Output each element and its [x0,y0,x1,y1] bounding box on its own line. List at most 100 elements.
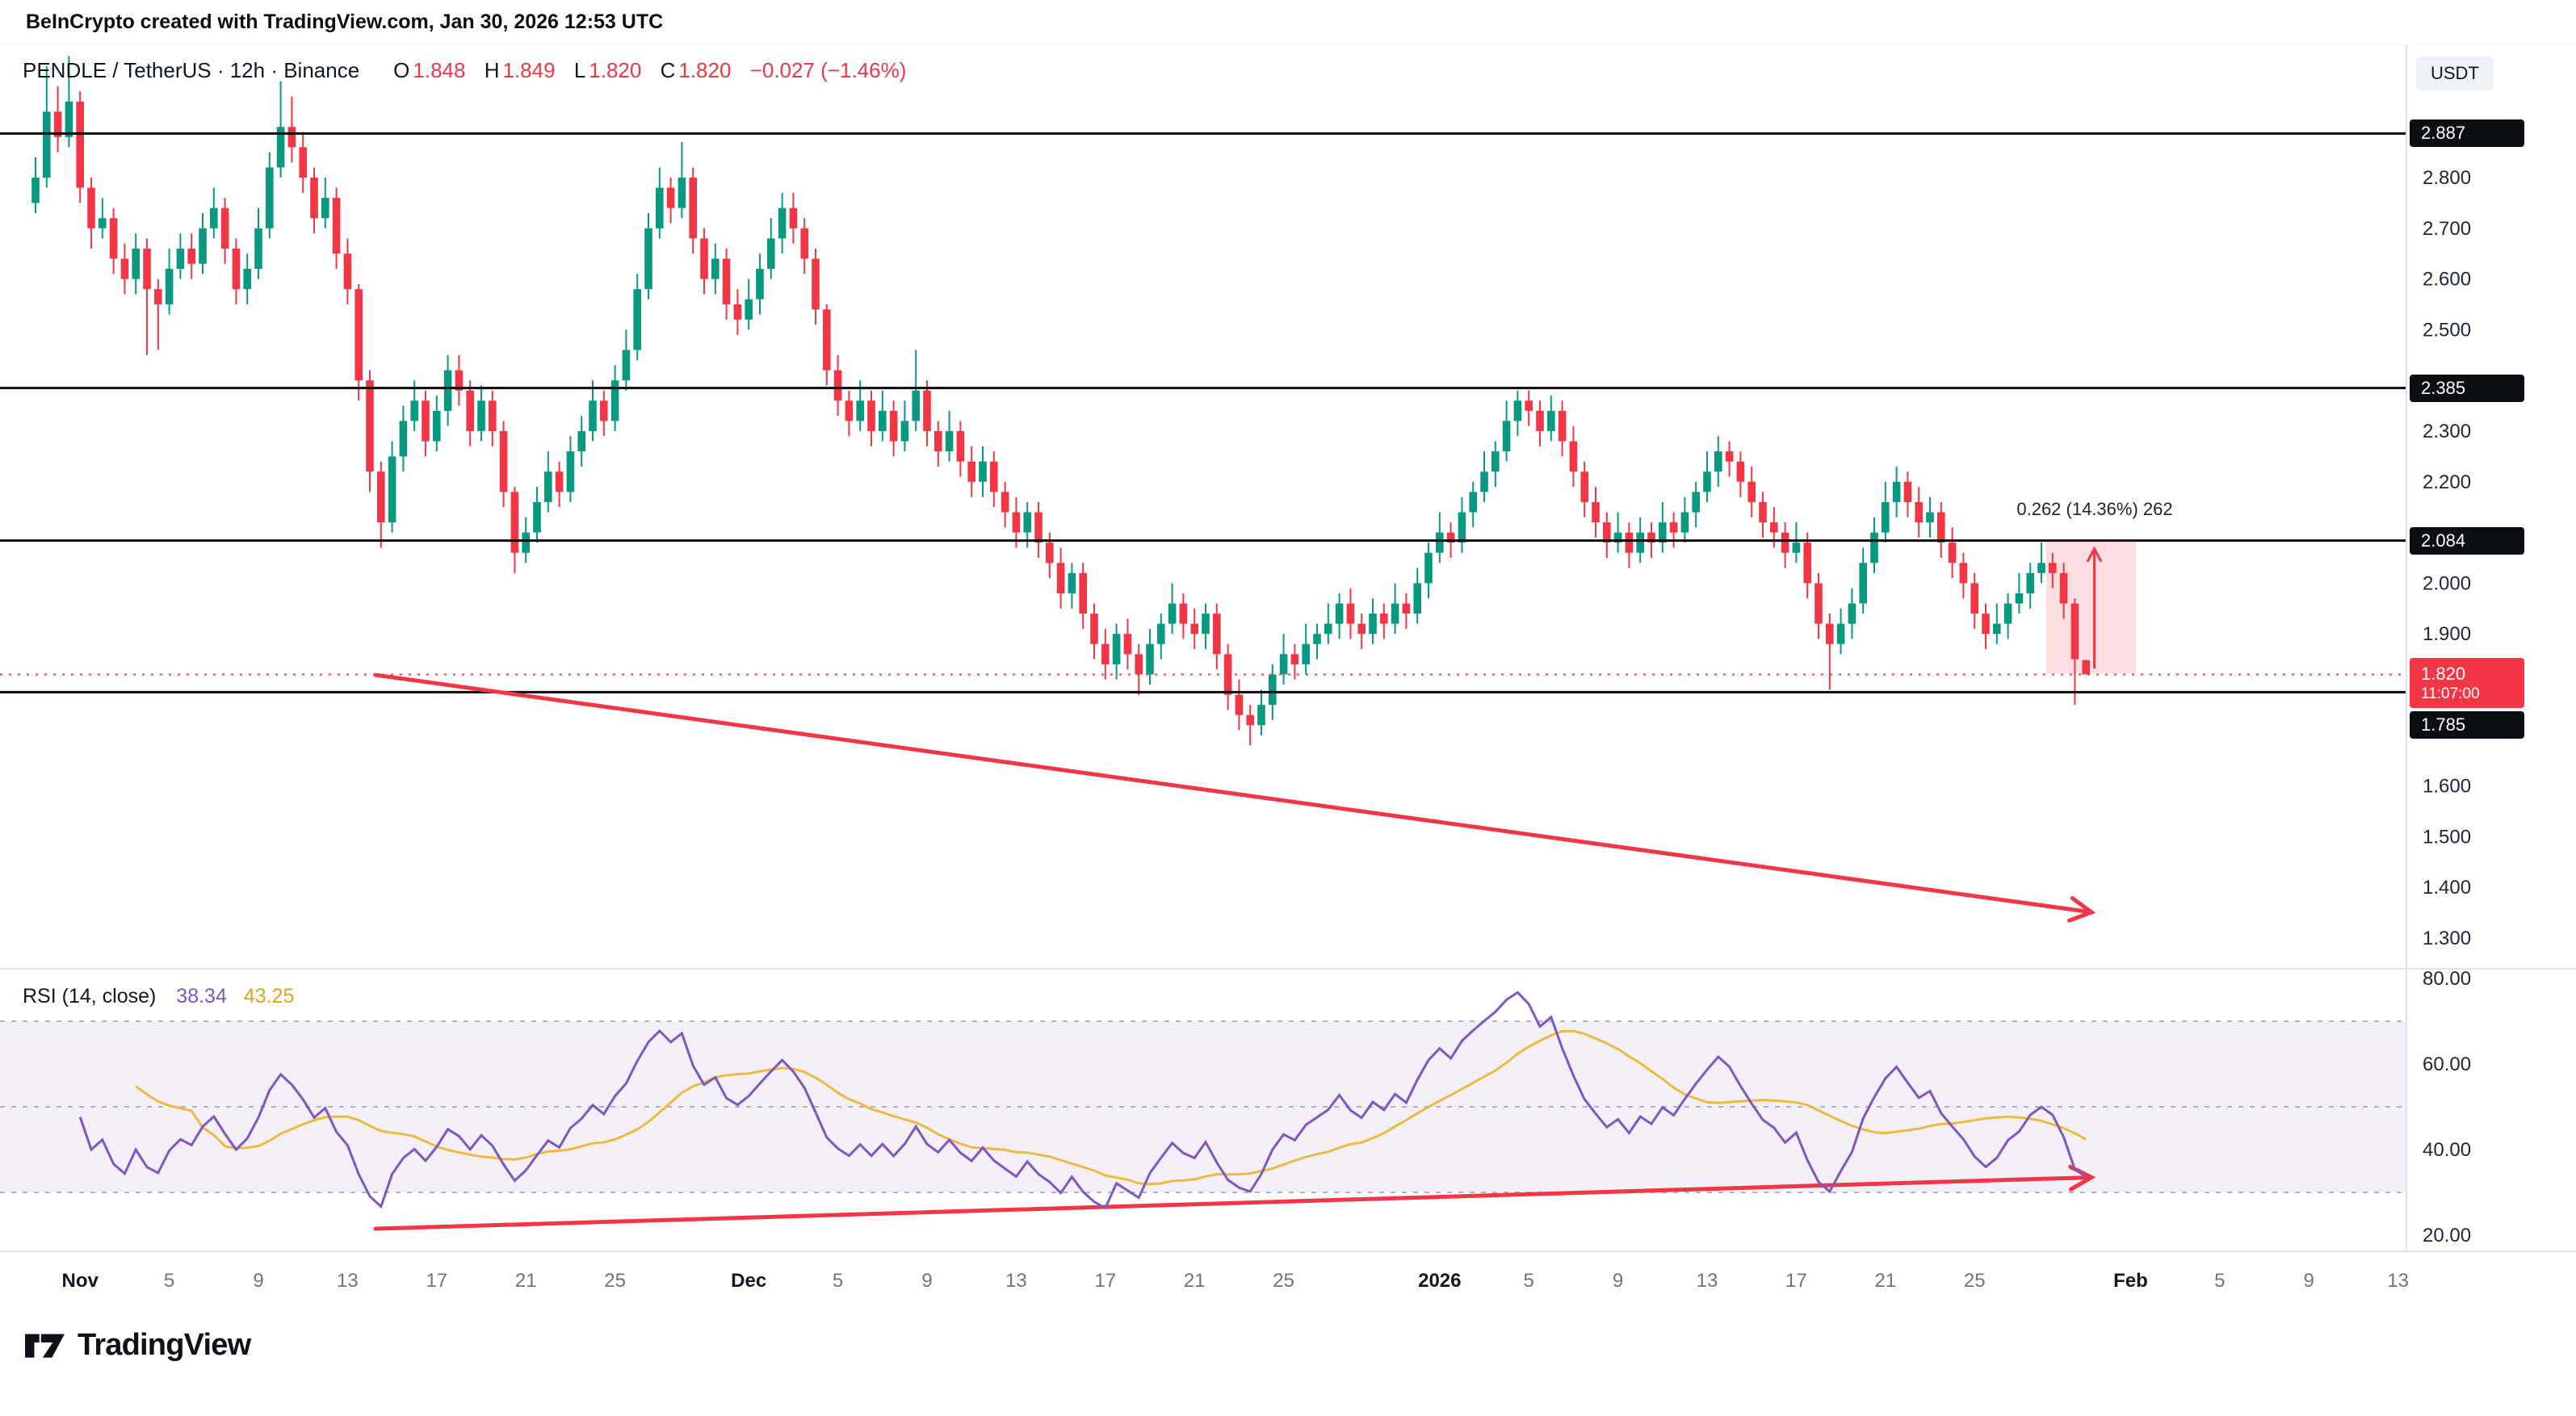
rsi-axis-tick[interactable]: 60.00 [2423,1054,2471,1075]
candle-body [1770,522,1778,533]
candle-body [1982,614,1990,635]
candle-body [1290,654,1299,664]
candle-body [1402,603,1411,614]
time-axis-tick[interactable]: 21 [515,1270,537,1292]
time-axis-tick[interactable]: 13 [1005,1270,1027,1292]
candle-body [1903,481,1912,502]
time-axis-tick[interactable]: 17 [1094,1270,1116,1292]
price-axis-tick[interactable]: 1.300 [2423,928,2471,949]
candle-body [65,101,73,137]
candle-body [1023,512,1031,533]
candle-body [243,269,251,290]
candle-body [455,370,464,391]
time-axis-tick[interactable]: Dec [731,1270,766,1292]
candle-body [577,431,585,452]
time-axis-tick[interactable]: 13 [2387,1270,2409,1292]
time-axis-tick[interactable]: 21 [1184,1270,1206,1292]
level-badge-1785: 1.785 [2410,711,2524,739]
candle-body [366,380,374,472]
rsi-axis-tick[interactable]: 40.00 [2423,1139,2471,1161]
time-axis-tick[interactable]: 25 [604,1270,626,1292]
time-axis-tick[interactable]: 17 [1785,1270,1807,1292]
candle-body [1246,714,1254,726]
candle-body [220,207,229,249]
time-axis-tick[interactable]: 5 [1524,1270,1534,1292]
time-axis-tick[interactable]: 2026 [1418,1270,1461,1292]
level-badge-2385: 2.385 [2410,374,2524,402]
candle-body [321,198,329,219]
candle-body [1926,512,1934,523]
time-axis-tick[interactable]: 17 [426,1270,447,1292]
candle-body [355,289,363,381]
time-axis-tick[interactable]: 5 [164,1270,174,1292]
candle-body [99,218,107,228]
time-axis-tick[interactable]: 9 [921,1270,932,1292]
price-axis-tick[interactable]: 1.600 [2423,776,2471,798]
candle-body [154,289,162,304]
candle-body [812,258,820,310]
candle-body [1056,563,1065,593]
candle-body [1324,623,1332,635]
candle-body [2049,563,2057,573]
candle-body [53,111,62,137]
time-axis-tick[interactable]: 5 [833,1270,843,1292]
candle-body [1190,623,1198,635]
rsi-axis-tick[interactable]: 80.00 [2423,968,2471,990]
candle-body [856,400,864,421]
candle-body [87,187,95,228]
price-axis-tick[interactable]: 2.600 [2423,269,2471,291]
candle-body [544,471,552,502]
candle-body [689,178,697,239]
close-label: C [660,58,676,82]
rsi-axis-tick[interactable]: 20.00 [2423,1225,2471,1246]
candle-body [1993,623,2001,635]
time-axis-tick[interactable]: 25 [1964,1270,1986,1292]
candle-body [466,390,474,431]
rsi-legend-title: RSI (14, close) [23,985,157,1008]
time-axis-tick[interactable]: Feb [2113,1270,2148,1292]
candle-body [1870,532,1878,563]
time-axis-tick[interactable]: 9 [1613,1270,1623,1292]
time-axis-tick[interactable]: 9 [253,1270,263,1292]
time-axis-tick[interactable]: 25 [1273,1270,1294,1292]
tradingview-logo[interactable]: TradingView [24,1327,251,1363]
time-axis-tick[interactable]: 21 [1874,1270,1896,1292]
price-chart-canvas[interactable]: 2.800 2.700 2.600 2.500 2.300 2.200 2.000 1.900… [0,45,2576,1416]
price-axis-tick[interactable]: 2.000 [2423,572,2471,594]
rsi-main-value: 38.34 [176,985,227,1008]
time-axis-tick[interactable]: 13 [337,1270,359,1292]
price-axis-tick[interactable]: 1.400 [2423,877,2471,899]
candle-body [923,390,931,431]
price-axis-tick[interactable]: 2.500 [2423,319,2471,341]
time-axis-tick[interactable]: 13 [1697,1270,1718,1292]
candle-body [1391,603,1399,624]
time-axis-tick[interactable]: Nov [62,1270,99,1292]
candle-body [945,431,954,452]
candle-body [1781,532,1789,553]
candle-body [1580,471,1588,502]
time-axis-tick[interactable]: 5 [2214,1270,2225,1292]
candle-body [622,350,631,381]
candle-body [1603,522,1611,543]
candle-body [1848,603,1856,624]
candle-body [522,532,530,553]
price-axis-tick[interactable]: 1.900 [2423,623,2471,645]
candle-body [756,269,764,300]
candle-body [733,304,742,320]
candle-body [489,400,497,431]
candle-body [1112,634,1121,664]
price-axis-tick[interactable]: 1.500 [2423,826,2471,848]
candle-body [1803,543,1811,584]
candle-body [1079,572,1087,614]
time-axis-tick[interactable]: 9 [2304,1270,2314,1292]
candle-body [276,127,285,168]
price-axis-tick[interactable]: 2.700 [2423,218,2471,240]
candle-body [410,400,418,421]
price-axis-tick[interactable]: 2.800 [2423,167,2471,189]
level-badge-2887: 2.887 [2410,119,2524,148]
price-axis-tick[interactable]: 2.300 [2423,421,2471,442]
price-axis-tick[interactable]: 2.200 [2423,471,2471,493]
candle-body [1882,501,1890,533]
candle-body [934,431,942,452]
candle-body [1213,614,1221,655]
